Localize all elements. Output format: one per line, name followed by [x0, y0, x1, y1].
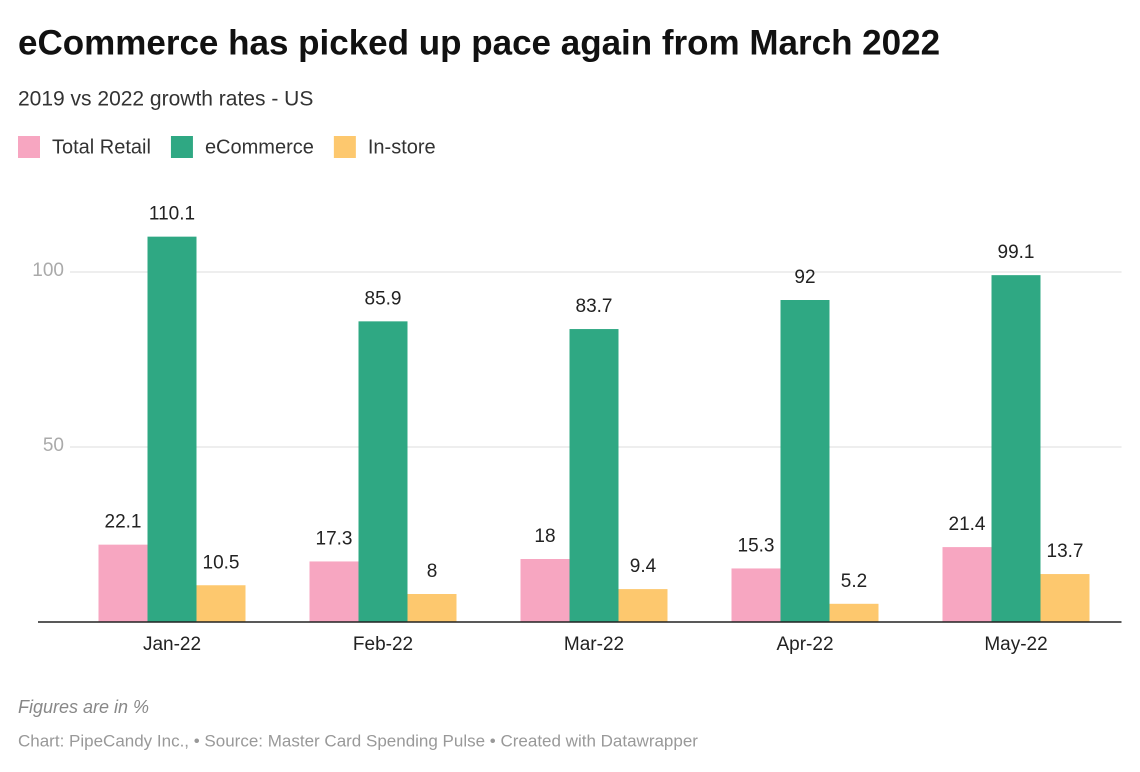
- value-label: 15.3: [738, 535, 775, 556]
- x-tick-label: Apr-22: [776, 634, 833, 655]
- x-tick-label: Jan-22: [143, 634, 201, 655]
- x-tick-label: May-22: [984, 634, 1047, 655]
- bar: [98, 544, 148, 622]
- bar: [196, 585, 246, 622]
- bar: [942, 547, 992, 622]
- value-label: 99.1: [998, 242, 1035, 263]
- y-tick-label: 100: [32, 260, 64, 281]
- bar: [309, 561, 359, 622]
- x-tick-label: Feb-22: [353, 634, 413, 655]
- value-label: 85.9: [365, 288, 402, 309]
- value-label: 9.4: [630, 556, 657, 577]
- value-label: 17.3: [316, 528, 353, 549]
- bar: [358, 321, 408, 622]
- legend-swatch: [333, 136, 356, 158]
- value-label: 13.7: [1047, 541, 1084, 562]
- value-label: 92: [794, 267, 815, 288]
- legend-label: eCommerce: [205, 136, 314, 158]
- bar: [569, 329, 619, 622]
- y-tick-label: 50: [43, 435, 64, 456]
- value-label: 18: [534, 526, 555, 547]
- bar: [407, 594, 457, 622]
- value-label: 10.5: [203, 552, 240, 573]
- legend-label: In-store: [368, 136, 436, 158]
- bar: [829, 603, 879, 622]
- bar: [780, 300, 830, 622]
- value-label: 22.1: [105, 512, 142, 533]
- x-tick-label: Mar-22: [564, 634, 624, 655]
- bar: [520, 559, 570, 622]
- source: Chart: PipeCandy Inc., • Source: Master …: [18, 731, 698, 750]
- bar: [731, 568, 781, 622]
- value-label: 110.1: [149, 204, 195, 225]
- value-label: 8: [427, 561, 438, 582]
- note: Figures are in %: [18, 697, 149, 717]
- bar: [618, 589, 668, 622]
- bar: [147, 236, 197, 622]
- value-label: 5.2: [841, 571, 867, 592]
- value-label: 21.4: [949, 514, 986, 535]
- legend-swatch: [170, 136, 193, 158]
- chart-title: eCommerce has picked up pace again from …: [18, 23, 940, 62]
- value-label: 83.7: [576, 296, 613, 317]
- legend-label: Total Retail: [52, 136, 151, 158]
- bar: [1040, 574, 1090, 622]
- chart-subtitle: 2019 vs 2022 growth rates - US: [18, 88, 313, 111]
- legend-swatch: [18, 136, 40, 158]
- bar: [991, 275, 1041, 622]
